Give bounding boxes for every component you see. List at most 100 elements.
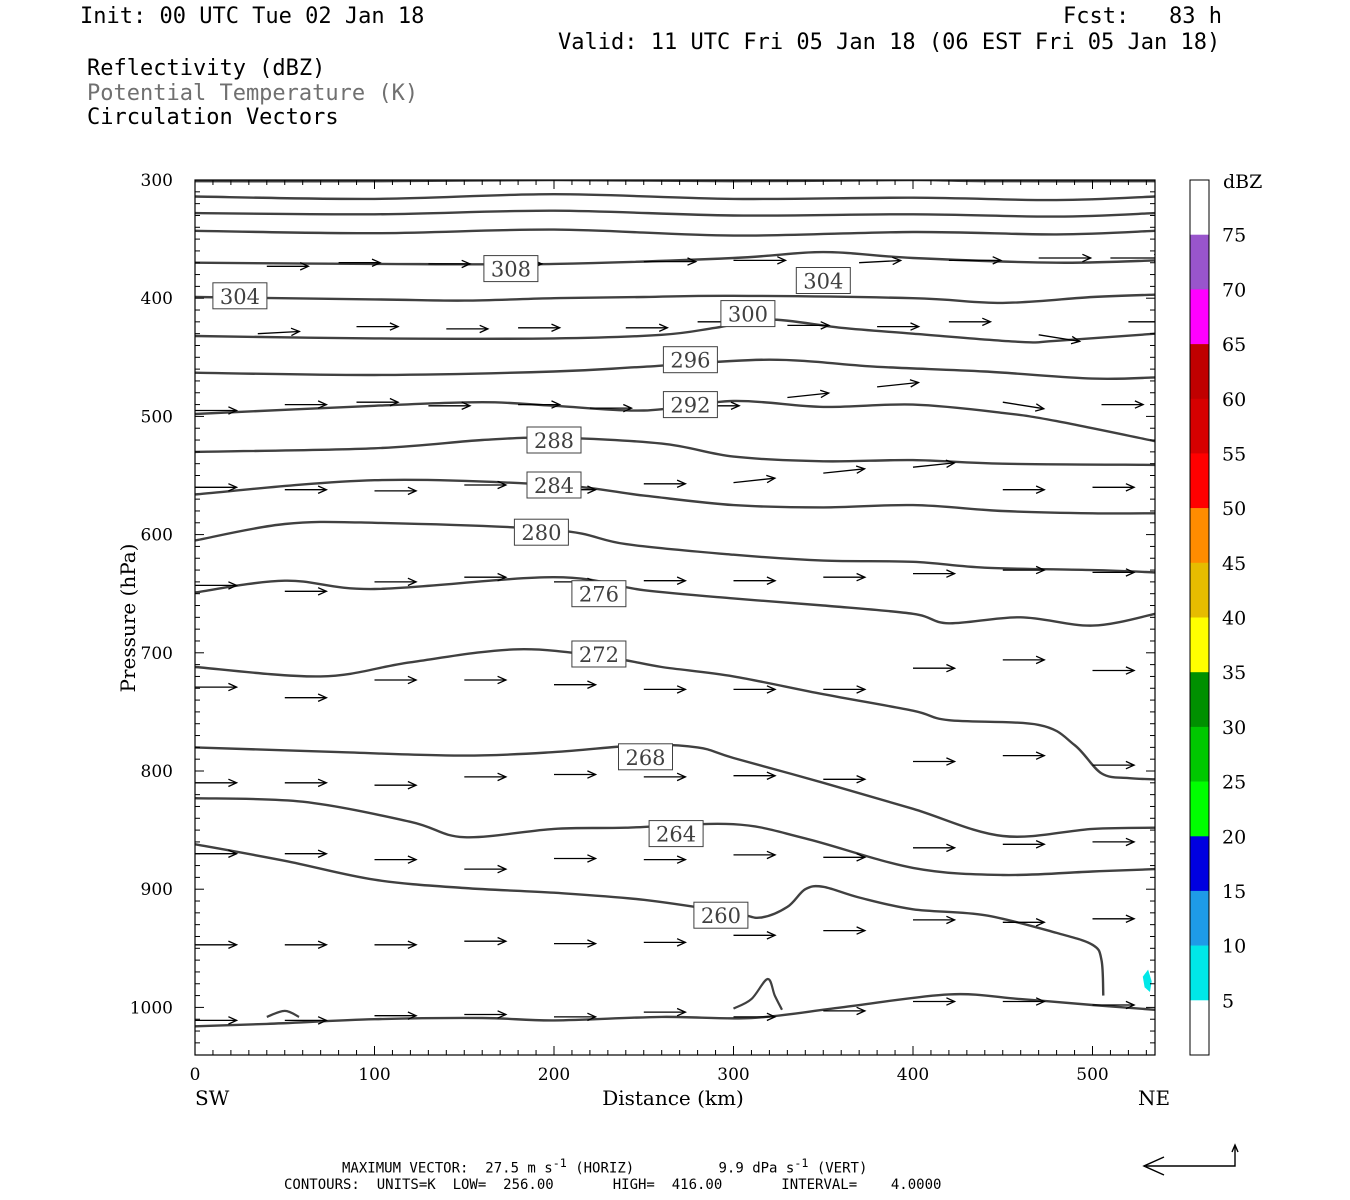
- x-end-label-sw: SW: [195, 1086, 230, 1110]
- circulation-vector: [1092, 666, 1136, 675]
- circulation-vector: [913, 997, 957, 1006]
- circulation-vector: [913, 915, 957, 925]
- circulation-vector: [913, 663, 957, 673]
- colorbar-level-label: 20: [1222, 826, 1246, 848]
- circulation-vector: [374, 486, 418, 496]
- isentrope-line: [195, 209, 1155, 218]
- circulation-vector: [374, 675, 418, 685]
- circulation-vector: [195, 483, 239, 492]
- isentrope-line: [195, 843, 1105, 996]
- field-title-vectors: Circulation Vectors: [87, 105, 339, 130]
- colorbar-frame: [1189, 179, 1210, 1056]
- colorbar-level-label: 55: [1222, 443, 1246, 465]
- reference-vector-head-up: [1231, 1143, 1239, 1153]
- colorbar-level-label: 5: [1222, 990, 1234, 1012]
- colorbar-segment: [1190, 890, 1209, 946]
- colorbar-level-label: 25: [1222, 772, 1246, 794]
- circulation-vector: [823, 1006, 867, 1016]
- reflectivity-layer: [1142, 969, 1152, 992]
- isentrope-line: [195, 293, 1155, 305]
- circulation-vector: [518, 323, 562, 332]
- y-tick-label: 800: [141, 762, 173, 782]
- colorbar-segment: [1190, 508, 1209, 564]
- colorbar-segment: [1190, 180, 1209, 235]
- x-axis-title: Distance (km): [602, 1086, 744, 1110]
- y-tick-label: 400: [141, 289, 173, 309]
- contour-label-text: 304: [220, 285, 260, 309]
- contour-label-text: 304: [803, 270, 843, 294]
- valid-time: Valid: 11 UTC Fri 05 Jan 18 (06 EST Fri …: [558, 30, 1221, 55]
- isentrope-line: [195, 192, 1155, 202]
- circulation-vector: [464, 675, 508, 685]
- circulation-vector: [733, 685, 777, 694]
- colorbar-unit: dBZ: [1223, 171, 1262, 193]
- reflectivity-cell: [1142, 969, 1152, 992]
- circulation-vector: [877, 379, 921, 388]
- contour-label-text: 264: [656, 823, 696, 847]
- circulation-vector: [284, 587, 329, 596]
- circulation-vector: [374, 577, 418, 587]
- isentrope-fragment: [266, 1009, 300, 1018]
- colorbar-level-label: 15: [1222, 881, 1246, 903]
- circulation-vector: [554, 770, 598, 779]
- circulation-vector: [464, 480, 508, 490]
- circulation-vector: [374, 940, 418, 949]
- circulation-vector: [1038, 334, 1082, 345]
- circulation-vector: [733, 256, 788, 265]
- isentrope-layer: [195, 180, 1155, 1028]
- contour-label-text: 272: [579, 643, 619, 667]
- colorbar-level-label: 65: [1222, 334, 1246, 356]
- circulation-vector: [913, 843, 957, 853]
- isentrope-line: [195, 575, 1155, 627]
- colorbar-segment: [1190, 562, 1209, 618]
- circulation-vector: [195, 849, 239, 858]
- circulation-vector: [948, 317, 993, 327]
- y-tick-label: 300: [141, 171, 173, 191]
- circulation-vector: [1128, 321, 1155, 323]
- isentrope-line: [195, 478, 1155, 515]
- x-tick-label: 0: [190, 1065, 201, 1085]
- contour-label: 308: [483, 255, 539, 283]
- contour-label-layer: 308 304 304 300 296 292 288 284 280 276 272 268 264 2…: [212, 255, 851, 929]
- circulation-vector: [284, 849, 329, 858]
- circulation-vector: [1002, 401, 1046, 412]
- colorbar-segment: [1190, 398, 1209, 454]
- colorbar-segment: [1190, 289, 1209, 345]
- colorbar-level-label: 75: [1222, 225, 1246, 247]
- circulation-vector: [257, 327, 301, 337]
- contour-label: 268: [618, 743, 673, 771]
- circulation-vector: [625, 323, 669, 332]
- circulation-vector: [1092, 1000, 1136, 1010]
- colorbar: dBZ 5 10 15 20 25 30 35 40 45 50 55 60 65 70 75: [1189, 171, 1262, 1056]
- contour-label: 304: [212, 282, 268, 310]
- circulation-vector: [1110, 253, 1155, 263]
- colorbar-level-label: 60: [1222, 389, 1246, 411]
- isentrope-line: [195, 743, 1155, 838]
- circulation-vector: [374, 1011, 418, 1020]
- circulation-vector: [1002, 997, 1046, 1006]
- circulation-vector: [643, 576, 687, 585]
- circulation-vector: [1002, 751, 1046, 760]
- circulation-vector: [823, 465, 867, 474]
- isentrope-line: [195, 228, 1155, 237]
- circulation-vector: [913, 757, 957, 766]
- colorbar-level-label: 35: [1222, 662, 1246, 684]
- circulation-vector: [464, 772, 508, 782]
- circulation-vector: [464, 864, 508, 874]
- circulation-vector: [1002, 655, 1046, 665]
- circulation-vector: [356, 322, 400, 331]
- circulation-vector: [284, 693, 328, 702]
- contours-info-text: CONTOURS: UNITS=K LOW= 256.00 HIGH= 416.…: [284, 1177, 942, 1193]
- circulation-vector: [284, 1016, 328, 1025]
- circulation-vector: [859, 256, 903, 266]
- contour-label-text: 308: [491, 258, 531, 282]
- field-title-reflectivity: Reflectivity (dBZ): [87, 56, 326, 81]
- isentrope-line: [195, 318, 1155, 344]
- circulation-vector: [554, 854, 598, 863]
- colorbar-level-label: 50: [1222, 498, 1246, 520]
- contour-label-text: 284: [534, 474, 574, 498]
- circulation-vector: [643, 855, 688, 864]
- colorbar-level-label: 10: [1222, 936, 1246, 958]
- circulation-vector: [823, 775, 867, 784]
- colorbar-level-label: 70: [1222, 279, 1246, 301]
